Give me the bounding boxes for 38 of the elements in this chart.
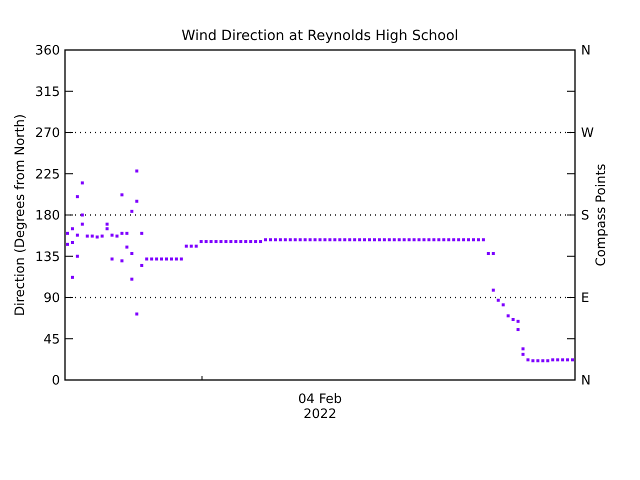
point — [80, 181, 84, 184]
point — [66, 242, 69, 246]
category-label: N — [581, 374, 591, 389]
point — [70, 276, 74, 279]
y-tick-label: 360 — [35, 44, 60, 59]
y-tick-label: 270 — [35, 126, 60, 142]
y-tick-label: 225 — [35, 167, 60, 182]
point — [522, 347, 525, 350]
point — [70, 227, 74, 230]
y-tick-label: 45 — [43, 332, 60, 348]
y-tick-label: 315 — [35, 84, 60, 100]
x-axis-title: 04 Feb 2022 — [298, 392, 342, 422]
point — [80, 222, 84, 226]
category-label: N — [581, 44, 591, 59]
category-label: E — [581, 291, 590, 306]
point — [76, 195, 79, 198]
point — [135, 312, 138, 316]
point — [135, 170, 138, 172]
y-tick-label: 0 — [52, 374, 60, 389]
y2-axis-title: Compass Points — [594, 163, 609, 266]
point — [106, 222, 109, 226]
point — [130, 278, 134, 281]
point — [110, 258, 114, 260]
point — [492, 288, 495, 292]
point — [125, 246, 128, 249]
point — [516, 328, 520, 332]
y-axis-title: Direction (Degrees from North) — [13, 114, 28, 316]
category-label: S — [581, 208, 590, 224]
y-tick-label: 90 — [43, 291, 60, 306]
category-label: W — [581, 126, 594, 142]
y-tick-label: 180 — [35, 208, 60, 224]
y-tick-label: 135 — [35, 250, 60, 265]
chart-title: Wind Direction at Reynolds High School — [182, 28, 458, 44]
point — [130, 210, 134, 213]
point — [120, 193, 124, 196]
point — [140, 264, 144, 267]
point — [76, 254, 79, 258]
point — [120, 259, 124, 262]
